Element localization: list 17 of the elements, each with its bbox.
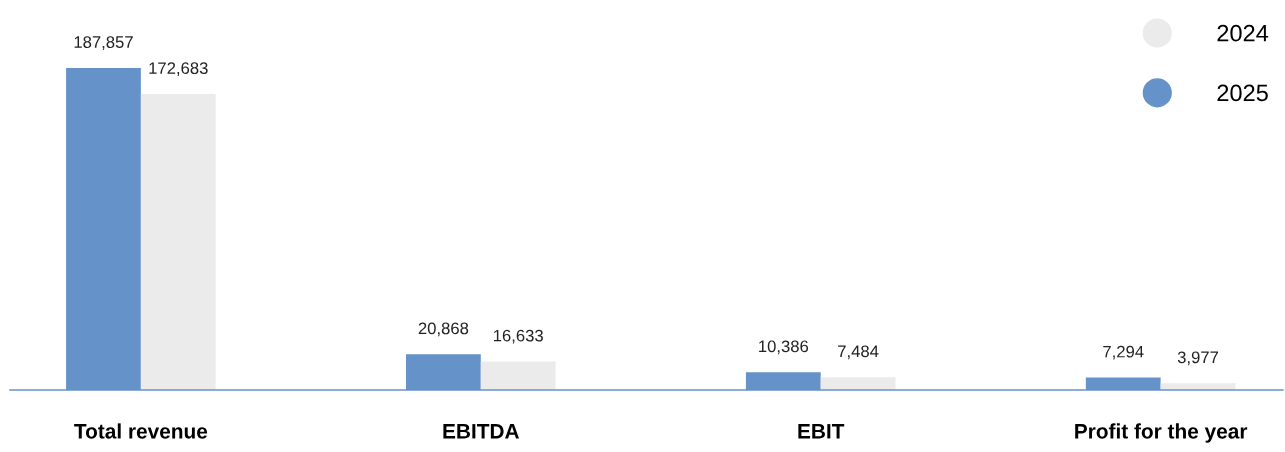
data-label: 7,484 <box>838 345 879 360</box>
bar <box>140 93 216 390</box>
x-tick-label: Profit for the year <box>1075 423 1248 443</box>
bar <box>480 361 556 390</box>
legend-label: 2024 <box>1217 24 1269 42</box>
bar <box>820 377 896 390</box>
data-label: 16,633 <box>493 329 543 344</box>
x-tick-label: Total revenue <box>74 423 208 439</box>
data-label: 187,857 <box>74 36 133 50</box>
x-tick-label: EBIT <box>798 424 845 439</box>
legend-label: 2025 <box>1217 84 1268 102</box>
data-label: 172,683 <box>149 62 208 76</box>
data-label: 7,294 <box>1103 345 1144 360</box>
data-label: 10,386 <box>759 340 809 355</box>
x-tick-label: EBITDA <box>443 424 520 439</box>
data-label: 3,977 <box>1177 351 1219 366</box>
data-label: 20,868 <box>418 322 469 337</box>
